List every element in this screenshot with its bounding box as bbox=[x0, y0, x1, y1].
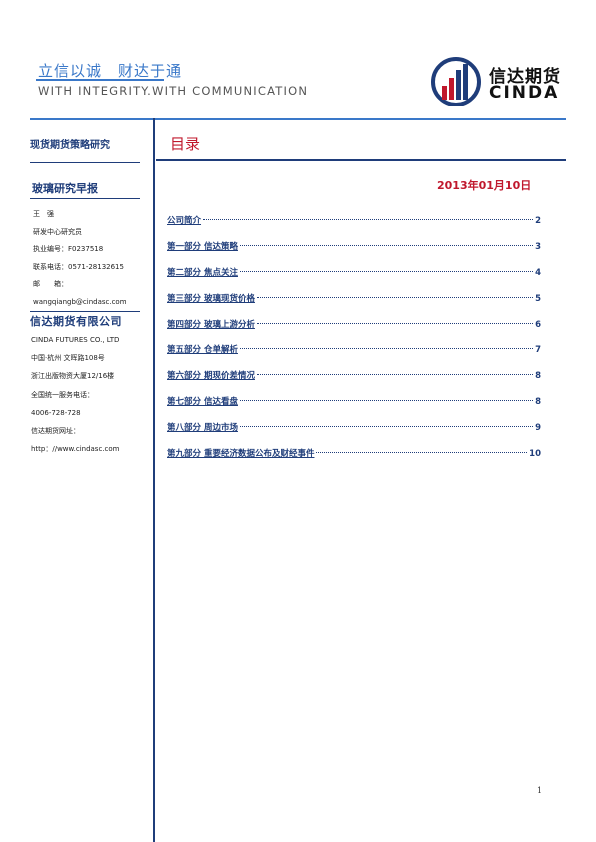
toc-entry[interactable]: 第四部分 玻璃上游分析 6 bbox=[167, 318, 541, 344]
sidebar-divider bbox=[153, 118, 155, 842]
toc-list: 公司简介 2 第一部分 信达策略 3 第二部分 焦点关注 4 第三部分 玻璃现货价格 5… bbox=[167, 214, 541, 473]
toc-entry-label[interactable]: 第三部分 玻璃现货价格 bbox=[167, 293, 255, 304]
analyst-title: 研发中心研究员 bbox=[33, 227, 82, 236]
analyst-name: 王 强 bbox=[33, 210, 54, 218]
toc-entry[interactable]: 第五部分 仓单解析 7 bbox=[167, 343, 541, 369]
toc-entry-label[interactable]: 第九部分 重要经济数据公布及财经事件 bbox=[167, 449, 315, 460]
cinda-logo-icon bbox=[431, 57, 481, 106]
company-name-en: CINDA FUTURES CO., LTD bbox=[31, 336, 120, 344]
page-number: 1 bbox=[537, 786, 543, 795]
toc-leader bbox=[239, 400, 534, 402]
toc-entry-page: 3 bbox=[535, 241, 541, 252]
toc-entry-page: 5 bbox=[535, 293, 541, 304]
toc-entry-page: 8 bbox=[535, 397, 541, 408]
website-label: 信达期货网址： bbox=[31, 426, 80, 435]
toc-entry[interactable]: 公司简介 2 bbox=[167, 214, 541, 240]
toc-leader bbox=[239, 244, 534, 246]
company-info: CINDA FUTURES CO., LTD 中国·杭州 文晖路108号 浙江出… bbox=[31, 331, 119, 458]
toc-entry[interactable]: 第九部分 重要经济数据公布及财经事件 10 bbox=[167, 447, 541, 473]
toc-entry-page: 4 bbox=[535, 267, 541, 278]
toc-entry-label[interactable]: 第七部分 信达看盘 bbox=[167, 397, 238, 408]
analyst-license: 执业编号：F0237518 bbox=[33, 245, 104, 253]
toc-entry-page: 2 bbox=[535, 216, 541, 226]
header-divider bbox=[30, 118, 566, 120]
toc-entry-label[interactable]: 第二部分 焦点关注 bbox=[167, 267, 238, 278]
toc-entry-label[interactable]: 第五部分 仓单解析 bbox=[167, 345, 238, 356]
slogan-en: WITH INTEGRITY.WITH COMMUNICATION bbox=[38, 84, 309, 98]
website-link[interactable]: http：//www.cindasc.com bbox=[31, 445, 120, 454]
toc-entry[interactable]: 第八部分 周边市场 9 bbox=[167, 421, 541, 447]
toc-entry-label[interactable]: 第一部分 信达策略 bbox=[167, 241, 238, 252]
toc-entry-label[interactable]: 公司简介 bbox=[167, 216, 202, 226]
report-type: 玻璃研究早报 bbox=[32, 182, 98, 195]
toc-entry-label[interactable]: 第四部分 玻璃上游分析 bbox=[167, 319, 255, 330]
toc-divider bbox=[156, 159, 566, 161]
toc-leader bbox=[239, 348, 534, 350]
toc-leader bbox=[316, 452, 528, 454]
analyst-email[interactable]: wangqiangb@cindasc.com bbox=[33, 297, 127, 306]
toc-entry-label[interactable]: 第六部分 期现价差情况 bbox=[167, 371, 255, 382]
toc-entry[interactable]: 第三部分 玻璃现货价格 5 bbox=[167, 292, 541, 318]
toc-entry-page: 7 bbox=[535, 345, 541, 356]
sidebar-rule bbox=[30, 311, 140, 312]
toc-leader bbox=[256, 322, 534, 324]
toc-leader bbox=[203, 219, 534, 220]
report-date: 2013年01月10日 bbox=[437, 179, 532, 192]
hotline-label: 全国统一服务电话： bbox=[31, 390, 94, 399]
hotline-number: 4006-728-728 bbox=[31, 408, 81, 417]
toc-entry[interactable]: 第六部分 期现价差情况 8 bbox=[167, 369, 541, 395]
toc-entry-page: 9 bbox=[535, 423, 541, 434]
toc-entry-label[interactable]: 第八部分 周边市场 bbox=[167, 423, 238, 434]
company-address: 中国·杭州 文晖路108号 bbox=[31, 354, 105, 363]
analyst-info: 王 强 研发中心研究员 执业编号：F0237518 联系电话：0571-2813… bbox=[33, 206, 127, 311]
slogan-cn: 立信以诚 财达于通 bbox=[38, 62, 183, 80]
toc-entry[interactable]: 第七部分 信达看盘 8 bbox=[167, 395, 541, 421]
toc-leader bbox=[239, 426, 534, 428]
sidebar-section-title: 现货期货策略研究 bbox=[30, 140, 110, 151]
toc-entry-page: 10 bbox=[529, 449, 541, 460]
sidebar-rule bbox=[30, 198, 140, 199]
toc-entry-page: 8 bbox=[535, 371, 541, 382]
slogan-underline bbox=[36, 79, 164, 81]
toc-entry[interactable]: 第一部分 信达策略 3 bbox=[167, 240, 541, 266]
toc-title: 目录 bbox=[170, 135, 201, 153]
analyst-phone: 联系电话：0571-28132615 bbox=[33, 262, 124, 271]
toc-entry-page: 6 bbox=[535, 319, 541, 330]
logo-text-en: CINDA bbox=[489, 83, 560, 103]
toc-entry[interactable]: 第二部分 焦点关注 4 bbox=[167, 266, 541, 292]
logo-text-cn: 信达期货 bbox=[489, 67, 561, 87]
toc-leader bbox=[256, 374, 534, 376]
company-building: 浙江出版物资大厦12/16楼 bbox=[31, 372, 115, 381]
sidebar-rule bbox=[30, 162, 140, 163]
toc-leader bbox=[256, 296, 534, 298]
analyst-email-label: 邮 箱： bbox=[33, 280, 68, 288]
toc-leader bbox=[239, 270, 534, 272]
company-name: 信达期货有限公司 bbox=[30, 315, 122, 328]
